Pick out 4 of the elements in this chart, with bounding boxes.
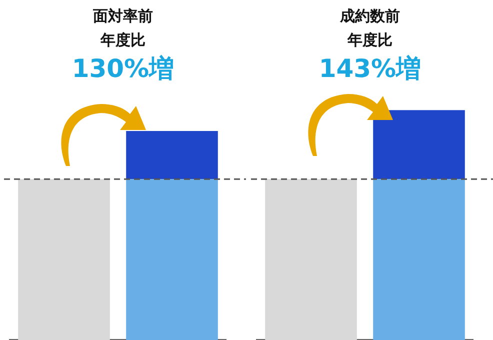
chart-subtitle: 143%増 [318, 53, 422, 85]
chart-title: 面対率前年度比 [92, 6, 154, 51]
chart-title: 成約数前年度比 [338, 6, 401, 51]
chart-subtitle: 130%増 [70, 53, 176, 85]
